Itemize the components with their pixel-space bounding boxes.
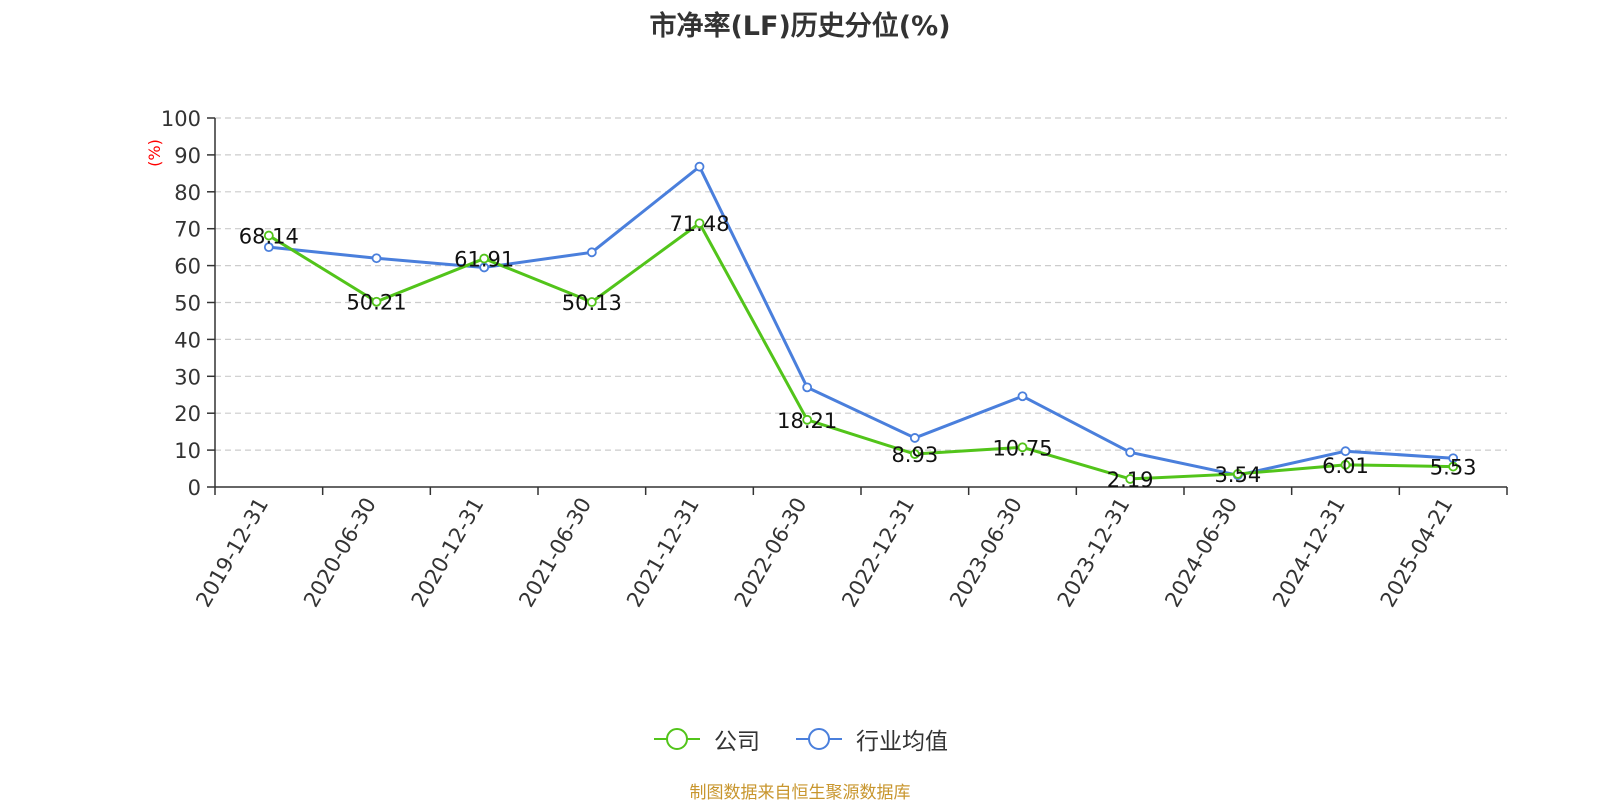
x-tick-label: 2025-04-21 <box>1376 494 1458 612</box>
data-point-series-1 <box>1017 391 1028 402</box>
legend-company-marker-icon <box>654 728 700 750</box>
x-tick-label: 2023-06-30 <box>945 494 1027 612</box>
y-tick-label: 20 <box>174 402 201 426</box>
data-label: 68.14 <box>239 225 299 249</box>
x-tick-label: 2021-06-30 <box>514 494 596 612</box>
data-point-series-0 <box>909 449 920 459</box>
legend-item-company[interactable]: 公司 <box>652 722 760 756</box>
y-tick-label: 10 <box>174 439 201 463</box>
legend: 公司 行业均值 <box>0 722 1600 756</box>
x-tick-label: 2024-06-30 <box>1160 494 1242 612</box>
data-point-series-1 <box>909 433 920 443</box>
source-note: 制图数据来自恒生聚源数据库 <box>689 783 911 803</box>
data-label: 61.91 <box>454 248 514 272</box>
chart-title: 市净率(LF)历史分位(%) <box>649 11 951 42</box>
data-point-series-0 <box>371 296 382 307</box>
data-point-series-0 <box>802 414 813 425</box>
x-tick-label: 2024-12-31 <box>1268 494 1350 612</box>
data-label: 6.01 <box>1322 454 1369 478</box>
x-tick-label: 2022-06-30 <box>730 494 812 612</box>
axes: 0 10 20 30 40 50 60 70 80 90 100 2019-12-31 2020-06-… <box>161 107 1508 612</box>
y-tick-label: 50 <box>174 292 201 316</box>
data-point-series-0 <box>479 253 490 264</box>
legend-label-company: 公司 <box>714 729 760 755</box>
data-label: 18.21 <box>777 409 837 433</box>
data-point-series-0 <box>1448 461 1459 472</box>
data-point-series-0 <box>1017 442 1028 453</box>
data-point-series-1 <box>263 242 274 253</box>
y-tick-label: 60 <box>174 255 201 279</box>
data-label: 50.13 <box>562 291 622 315</box>
data-point-series-1 <box>371 253 382 264</box>
data-label: 5.53 <box>1430 456 1477 480</box>
data-point-series-0 <box>1232 469 1243 479</box>
data-point-series-1 <box>802 382 813 393</box>
y-tick-label: 70 <box>174 218 201 242</box>
series-lines <box>263 161 1459 484</box>
y-tick-label: 0 <box>188 476 201 500</box>
x-tick-label: 2020-12-31 <box>407 493 489 611</box>
x-tick-label: 2022-12-31 <box>837 493 919 611</box>
legend-item-industry-average[interactable]: 行业均值 <box>794 722 948 756</box>
data-label: 71.48 <box>669 212 729 236</box>
grid-lines <box>215 117 1507 451</box>
x-tick-label: 2020-06-30 <box>299 494 381 612</box>
x-tick-label: 2019-12-31 <box>191 494 273 612</box>
data-point-series-1 <box>694 161 705 172</box>
data-point-series-0 <box>1340 459 1351 470</box>
data-point-series-1 <box>586 247 597 258</box>
x-tick-label: 2021-12-31 <box>622 494 704 612</box>
data-point-series-0 <box>694 218 705 229</box>
y-tick-label: 100 <box>161 107 201 131</box>
x-tick-label: 2023-12-31 <box>1053 494 1135 612</box>
data-point-series-0 <box>1125 474 1136 484</box>
data-labels: 68.14 50.21 61.91 50.13 71.48 18.21 8.93 10.75 2… <box>239 212 1477 492</box>
y-tick-label: 40 <box>174 328 201 352</box>
data-point-series-1 <box>1125 447 1136 458</box>
y-tick-label: 80 <box>174 181 201 205</box>
legend-label-industry-average: 行业均值 <box>856 729 948 755</box>
data-label: 50.21 <box>346 291 406 315</box>
data-label: 8.93 <box>891 443 938 467</box>
series-line-1 <box>268 165 1454 477</box>
data-point-series-0 <box>263 230 274 241</box>
data-label: 3.54 <box>1214 463 1261 487</box>
legend-industry-marker-icon <box>796 728 842 750</box>
data-label: 2.19 <box>1107 468 1154 492</box>
y-tick-label: 30 <box>174 365 201 389</box>
y-axis-label: (%) <box>145 139 164 167</box>
data-point-series-1 <box>1340 446 1351 457</box>
y-tick-label: 90 <box>174 144 201 168</box>
series-line-0 <box>268 221 1454 481</box>
data-label: 10.75 <box>992 436 1052 460</box>
data-point-series-0 <box>586 297 597 307</box>
